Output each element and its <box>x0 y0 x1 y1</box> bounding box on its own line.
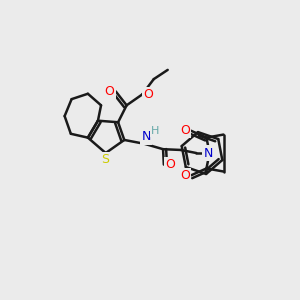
Text: O: O <box>143 88 153 101</box>
Text: O: O <box>180 124 190 137</box>
Text: O: O <box>105 85 115 98</box>
Text: O: O <box>180 169 190 182</box>
Text: O: O <box>165 158 175 171</box>
Text: S: S <box>101 154 109 166</box>
Text: N: N <box>203 146 213 160</box>
Text: N: N <box>141 130 151 143</box>
Text: H: H <box>151 126 160 136</box>
